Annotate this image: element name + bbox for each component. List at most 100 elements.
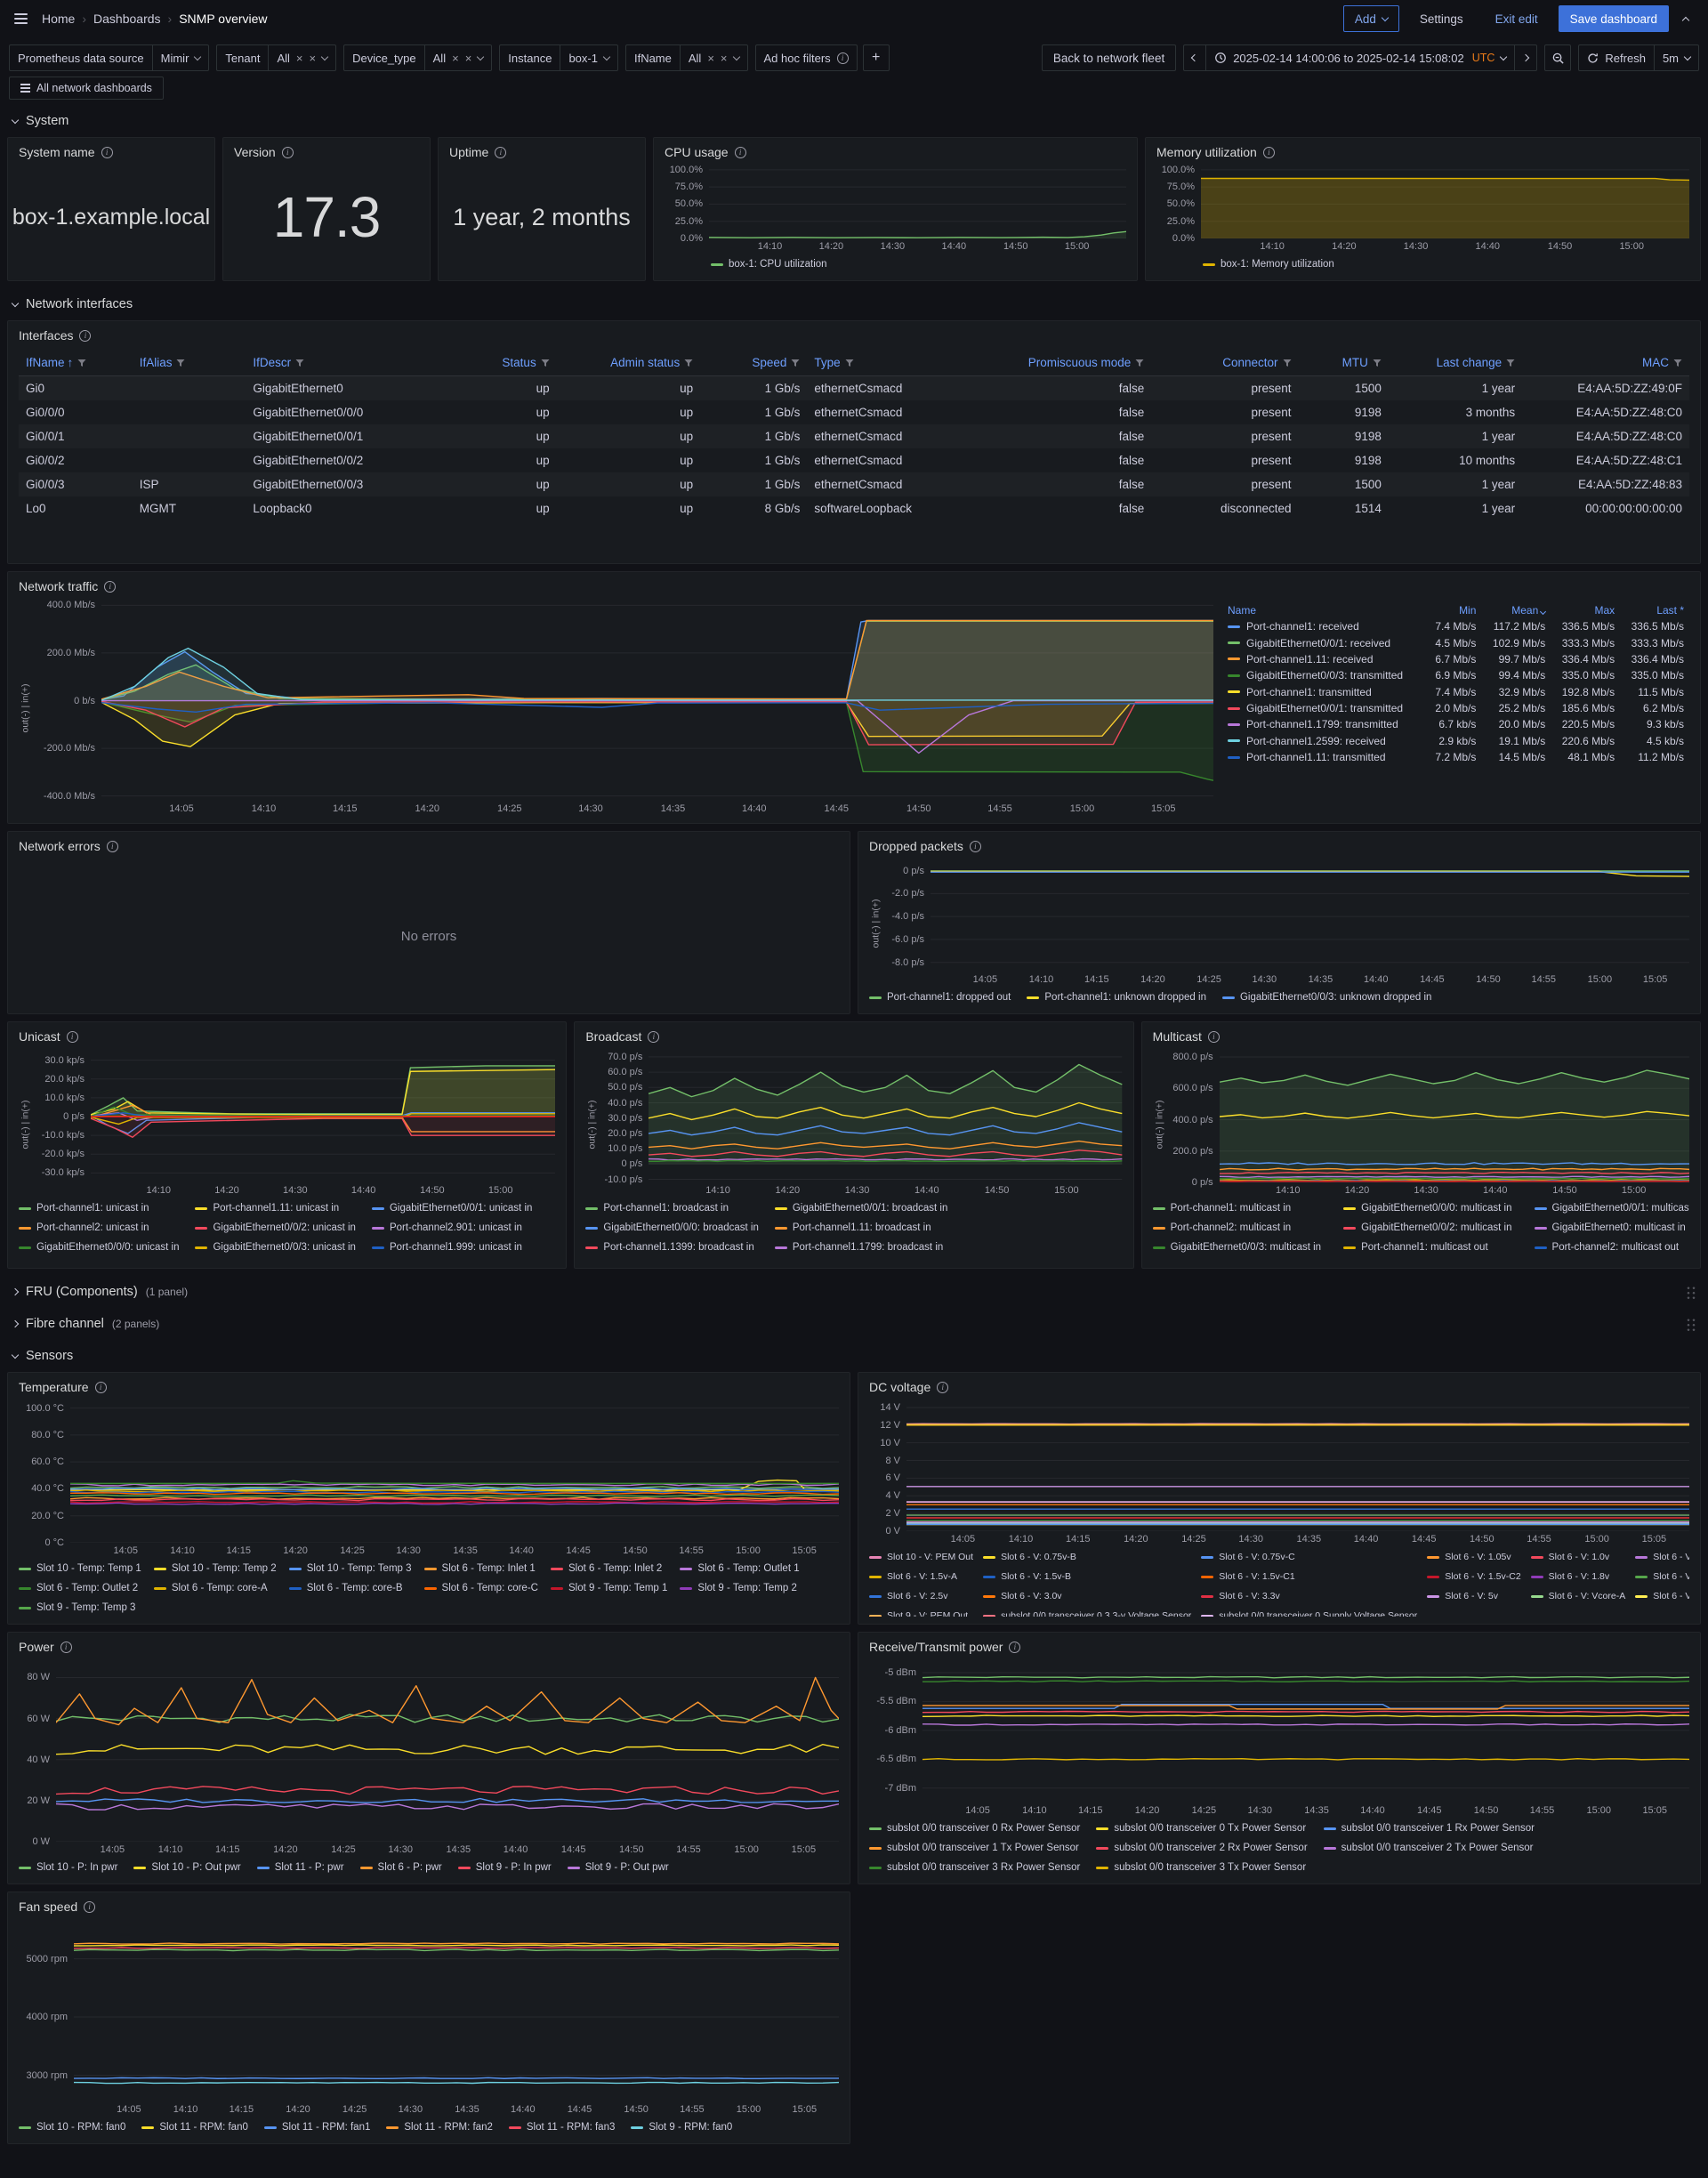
legend-item[interactable]: Slot 6 - Temp: core-A bbox=[153, 1580, 277, 1597]
plot-area[interactable] bbox=[74, 1921, 839, 2101]
legend-item[interactable]: Slot 6 - Temp: Inlet 2 bbox=[550, 1561, 667, 1577]
panel-title[interactable]: CPU usage bbox=[665, 145, 729, 159]
plot-area[interactable] bbox=[101, 601, 1213, 801]
column-header-promiscuous-mode[interactable]: Promiscuous mode bbox=[967, 350, 1152, 376]
legend-item[interactable]: Port-channel2: multicast out bbox=[1534, 1239, 1689, 1256]
legend-item[interactable]: Slot 6 - V: 1.5v-B bbox=[983, 1569, 1191, 1585]
plot-area[interactable] bbox=[56, 1661, 839, 1842]
plot-area[interactable] bbox=[931, 860, 1689, 972]
legend-item[interactable]: Port-channel1.999: unicast in bbox=[371, 1239, 532, 1256]
legend-item[interactable]: Slot 10 - Temp: Temp 2 bbox=[153, 1561, 277, 1577]
info-icon[interactable]: i bbox=[79, 329, 92, 342]
legend-item[interactable]: Slot 6 - V: 2.5v bbox=[869, 1588, 973, 1605]
legend-item[interactable]: subslot 0/0 transceiver 1 Tx Power Senso… bbox=[869, 1840, 1080, 1857]
plot-area[interactable] bbox=[649, 1051, 1123, 1182]
refresh-interval-picker[interactable]: 5m bbox=[1653, 44, 1699, 71]
ifname-picker[interactable]: All × × bbox=[680, 44, 748, 71]
legend-item[interactable]: GigabitEthernet0/0/3: unknown dropped in bbox=[1221, 989, 1431, 1006]
add-filter-button[interactable]: + bbox=[862, 44, 890, 71]
info-icon[interactable]: i bbox=[734, 146, 746, 158]
legend-table-row[interactable]: Port-channel1: transmitted 7.4 Mb/s 32.9 M… bbox=[1222, 684, 1689, 700]
legend-item[interactable]: Slot 6 - V: 1.5v-C2 bbox=[1427, 1569, 1521, 1585]
legend-item[interactable]: box-1: CPU utilization bbox=[711, 256, 827, 273]
legend-item[interactable]: subslot 0/0 transceiver 0 Rx Power Senso… bbox=[869, 1820, 1080, 1837]
legend-series-label[interactable]: GigabitEthernet0/0/1: received bbox=[1246, 636, 1391, 649]
legend-item[interactable]: box-1: Memory utilization bbox=[1203, 256, 1334, 273]
filter-icon[interactable] bbox=[1506, 359, 1515, 367]
receive-transmit-power-chart[interactable]: -5 dBm -5.5 dBm -6 dBm -6.5 dBm -7 dBm 14:05 1… bbox=[869, 1661, 1689, 1818]
legend-item[interactable]: Slot 10 - RPM: fan0 bbox=[19, 2119, 125, 2136]
legend-item[interactable]: GigabitEthernet0/0/2: unicast in bbox=[195, 1220, 356, 1237]
info-icon[interactable]: i bbox=[94, 1381, 107, 1393]
legend-item[interactable]: Port-channel1.1399: broadcast in bbox=[585, 1239, 759, 1256]
legend-item[interactable]: Slot 10 - V: PEM Out bbox=[869, 1549, 973, 1566]
legend-item[interactable]: GigabitEthernet0/0/0: broadcast in bbox=[585, 1220, 759, 1237]
legend-series-label[interactable]: Port-channel1.11: transmitted bbox=[1246, 751, 1386, 764]
legend-item[interactable]: Port-channel1.11: unicast in bbox=[195, 1200, 355, 1217]
panel-title[interactable]: Temperature bbox=[19, 1380, 89, 1394]
filter-icon[interactable] bbox=[176, 359, 185, 367]
legend-item[interactable]: subslot 0/0 transceiver 2 Tx Power Senso… bbox=[1323, 1840, 1535, 1857]
broadcast-chart[interactable]: out(-) | in(+) 70.0 p/s 60.0 p/s 50.0 p/s 40… bbox=[585, 1051, 1123, 1198]
legend-item[interactable]: Slot 11 - RPM: fan3 bbox=[508, 2119, 615, 2136]
settings-button[interactable]: Settings bbox=[1408, 5, 1475, 32]
legend-item[interactable]: Slot 9 - Temp: Temp 2 bbox=[680, 1580, 799, 1597]
info-icon[interactable]: i bbox=[101, 146, 113, 158]
legend-item[interactable]: GigabitEthernet0/0/0: unicast in bbox=[19, 1239, 179, 1256]
drag-handle-icon[interactable] bbox=[1685, 1285, 1696, 1299]
legend-series-label[interactable]: Port-channel1.11: received bbox=[1246, 652, 1374, 666]
legend-item[interactable]: Port-channel1: dropped out bbox=[869, 989, 1011, 1006]
datasource-picker[interactable]: Mimir bbox=[152, 44, 210, 71]
legend-item[interactable]: GigabitEthernet0/0/1: multicast in bbox=[1534, 1200, 1689, 1217]
legend-item[interactable]: subslot 0/0 transceiver 0 Tx Power Senso… bbox=[1096, 1820, 1307, 1837]
memory-utilization-chart[interactable]: 100.0% 75.0% 50.0% 25.0% 0.0% 14:10 14:20 14:30… bbox=[1156, 165, 1689, 254]
info-icon[interactable]: i bbox=[106, 840, 118, 852]
legend-item[interactable]: Port-channel1.2599: unicast in bbox=[195, 1259, 355, 1261]
legend-column-max[interactable]: Max bbox=[1594, 604, 1615, 617]
legend-item[interactable]: Slot 9 - Temp: Temp 1 bbox=[550, 1580, 667, 1597]
legend-item[interactable]: GigabitEthernet0/0/2: multicast in bbox=[1343, 1220, 1518, 1237]
dropped-packets-chart[interactable]: out(-) | in(+) 0 p/s -2.0 p/s -4.0 p/s -6.0 … bbox=[869, 860, 1689, 987]
filter-icon[interactable] bbox=[684, 359, 693, 367]
panel-title[interactable]: Memory utilization bbox=[1156, 145, 1257, 159]
legend-item[interactable]: GigabitEthernet0/0/1: multicast out bbox=[1343, 1259, 1518, 1261]
table-row[interactable]: Gi0/0/2 GigabitEthernet0/0/2 up up 1 Gb/s eth… bbox=[19, 448, 1689, 472]
info-icon[interactable]: i bbox=[1009, 1641, 1021, 1653]
interfaces-table[interactable]: IfName ↑ IfAlias IfDescr Status Admin status S… bbox=[19, 350, 1689, 556]
multicast-chart[interactable]: out(-) | in(+) 800.0 p/s 600.0 p/s 400.0 p/… bbox=[1153, 1051, 1689, 1198]
legend-item[interactable]: Slot 6 - V: 1.5v-C1 bbox=[1201, 1569, 1417, 1585]
section-system[interactable]: System bbox=[7, 105, 1701, 137]
filter-icon[interactable] bbox=[1283, 359, 1292, 367]
column-header-admin-status[interactable]: Admin status bbox=[556, 350, 701, 376]
back-to-network-fleet-button[interactable]: Back to network fleet bbox=[1041, 44, 1177, 71]
filter-icon[interactable] bbox=[77, 359, 86, 367]
clear-value-icon[interactable]: × bbox=[707, 51, 714, 65]
network-traffic-chart[interactable]: out(-) | in(+) 400.0 Mb/s 200.0 Mb/s 0 b/s -… bbox=[19, 600, 1213, 816]
legend-item[interactable]: Port-channel2: multicast in bbox=[1152, 1220, 1327, 1237]
legend-column-mean[interactable]: Mean bbox=[1481, 602, 1551, 618]
column-header-mac[interactable]: MAC bbox=[1522, 350, 1689, 376]
legend-item[interactable]: Port-channel1: multicast out bbox=[1343, 1239, 1518, 1256]
panel-title[interactable]: Receive/Transmit power bbox=[869, 1640, 1003, 1654]
tenant-picker[interactable]: All × × bbox=[269, 44, 337, 71]
legend-item[interactable]: Slot 6 - V: Vcore-B1 bbox=[1635, 1588, 1689, 1605]
legend-item[interactable]: Slot 6 - V: 1.5v-A bbox=[869, 1569, 973, 1585]
legend-item[interactable]: Slot 9 - V: PEM Out bbox=[869, 1608, 973, 1617]
legend-table-row[interactable]: GigabitEthernet0/0/1: received 4.5 Mb/s 10… bbox=[1222, 634, 1689, 650]
legend-series-label[interactable]: GigabitEthernet0/0/1: transmitted bbox=[1246, 702, 1404, 715]
legend-table-row[interactable]: Port-channel1.1799: transmitted 6.7 kb/s 2… bbox=[1222, 716, 1689, 732]
column-header-type[interactable]: Type bbox=[807, 350, 968, 376]
table-row[interactable]: Lo0 MGMT Loopback0 up up 8 Gb/s softwareLoopba… bbox=[19, 496, 1689, 520]
legend-item[interactable]: subslot 0/0 transceiver 3 Rx Power Senso… bbox=[869, 1859, 1080, 1876]
filter-icon[interactable] bbox=[1673, 359, 1682, 367]
section-network-interfaces[interactable]: Network interfaces bbox=[7, 288, 1701, 320]
column-header-ifdescr[interactable]: IfDescr bbox=[246, 350, 447, 376]
panel-title[interactable]: Fan speed bbox=[19, 1900, 78, 1914]
legend-item[interactable]: Slot 6 - V: 1.8v bbox=[1530, 1569, 1626, 1585]
legend-item[interactable]: Slot 10 - P: In pwr bbox=[19, 1859, 117, 1876]
instance-picker[interactable]: box-1 bbox=[560, 44, 618, 71]
panel-title[interactable]: Network traffic bbox=[19, 579, 99, 593]
plot-area[interactable] bbox=[91, 1051, 556, 1182]
legend-table-row[interactable]: GigabitEthernet0/0/1: transmitted 2.0 Mb/… bbox=[1222, 700, 1689, 716]
info-icon[interactable]: i bbox=[937, 1381, 949, 1393]
